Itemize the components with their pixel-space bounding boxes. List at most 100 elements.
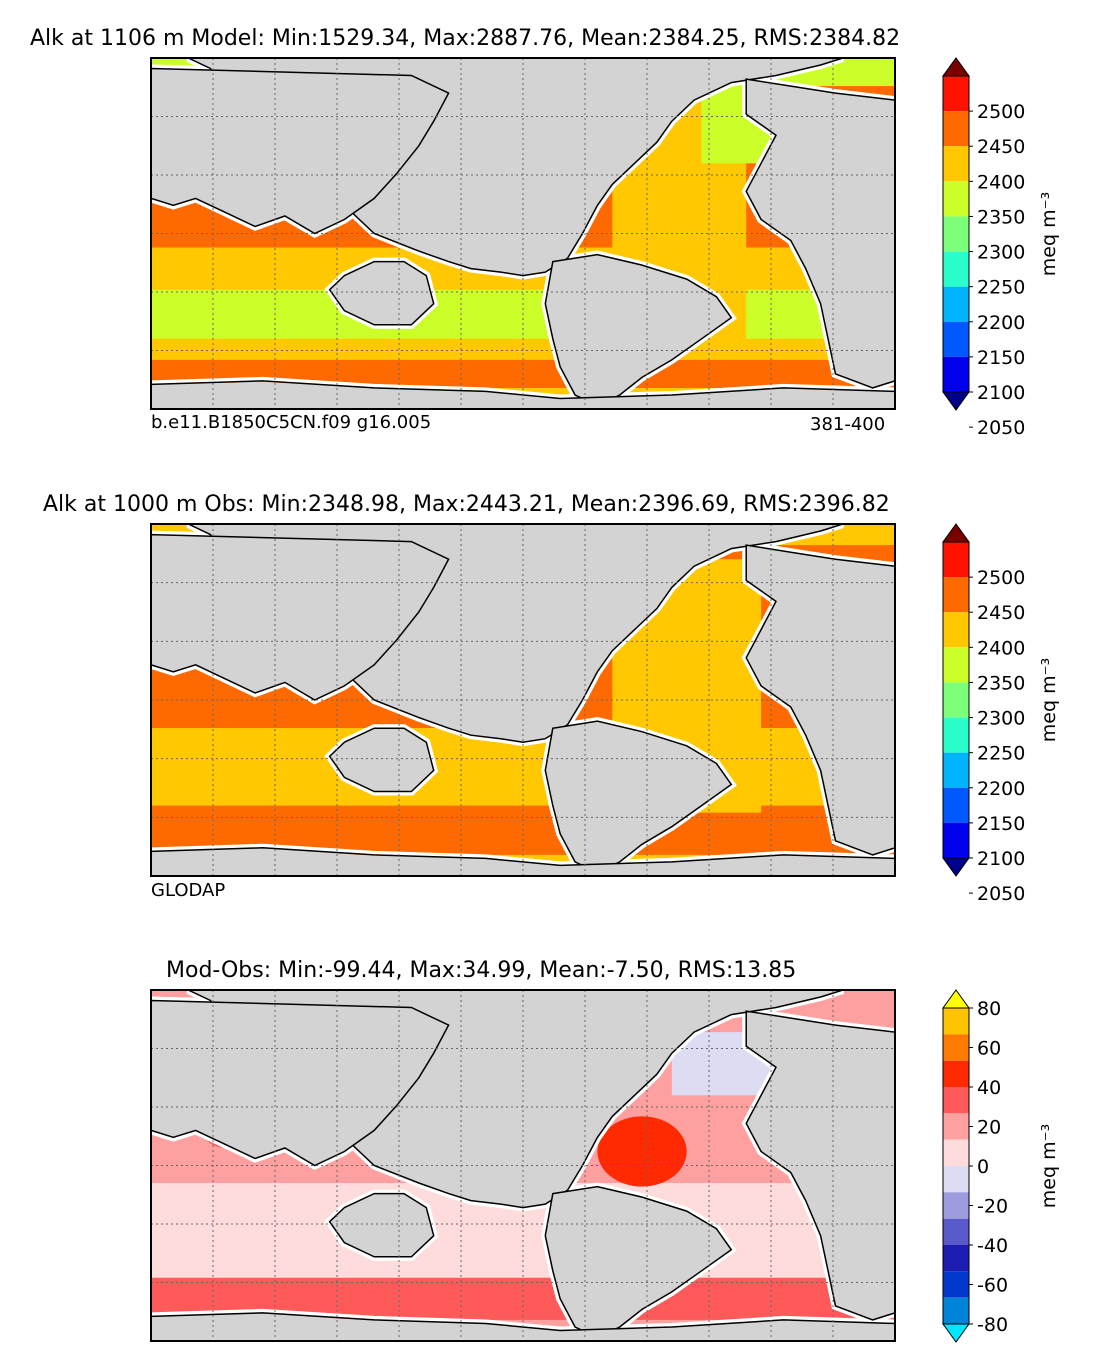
colorbar-swatch [943,1271,969,1298]
map-frame [150,57,896,410]
colorbar-min-arrow [942,391,970,411]
colorbar-tick-label: 2500 [977,101,1025,123]
colorbar-tick-label: 2050 [977,417,1025,439]
colorbar-tick-label: -60 [977,1275,1008,1297]
colorbar-swatch [943,822,969,858]
map-panel-2 [150,523,896,877]
colorbar-tick-label: 2250 [977,277,1025,299]
land-mass [745,1010,895,1321]
colorbar-tick-label: 2100 [977,382,1025,404]
colorbar-tick-label: 2500 [977,567,1025,589]
colorbar-tick-label: 2450 [977,136,1025,158]
colorbar-swatch [943,321,969,357]
colorbar-swatch [943,356,969,392]
colorbar-3: 80 60 40 20 0 -20 -40 -60 -80 meq m⁻³ [942,989,1060,1343]
colorbar-swatch [943,286,969,322]
colorbar-swatch [943,251,969,287]
colorbar-tick-label: 2350 [977,672,1025,694]
land-mass [151,67,450,235]
map-panel-1 [150,57,896,410]
colorbar-swatch [943,752,969,788]
map-frame [150,989,896,1342]
colorbar-tick-label: 2200 [977,312,1025,334]
map-frame [150,523,896,877]
colorbar-unit-label: meq m⁻³ [1038,1124,1060,1208]
colorbar-swatch [943,1297,969,1324]
panel2-title: Alk at 1000 m Obs: Min:2348.98, Max:2443… [43,492,890,517]
colorbar-tick-label: 2350 [977,206,1025,228]
land-mass [151,999,450,1167]
colorbar-tick-label: 0 [977,1156,989,1178]
colorbar-swatch [943,542,969,578]
land-mass [328,1192,435,1258]
panel1-years-label: 381-400 [810,414,886,435]
colorbar-swatch [943,1008,969,1035]
colorbar-swatch [943,577,969,613]
colorbar-swatch [943,1218,969,1245]
land-mass [328,727,435,793]
land-mass [151,533,450,701]
panel1-title: Alk at 1106 m Model: Min:1529.34, Max:28… [30,26,901,51]
colorbar-max-arrow [942,57,970,77]
colorbar-swatch [943,1034,969,1061]
colorbar-tick-label: 2250 [977,743,1025,765]
colorbar-swatch [943,1166,969,1193]
colorbar-tick-label: 2150 [977,813,1025,835]
colorbar-tick-label: 2450 [977,602,1025,624]
land-mass [745,78,895,389]
colorbar-tick-label: 2150 [977,347,1025,369]
eastern-pacific-patch [597,1116,687,1187]
colorbar-tick-label: 20 [977,1117,1001,1139]
map-panel-3 [150,989,896,1342]
colorbar-tick-label: 2300 [977,708,1025,730]
colorbar-tick-label: 2400 [977,637,1025,659]
colorbar-min-arrow [942,857,970,877]
colorbar-swatch [943,647,969,683]
colorbar-tick-label: 60 [977,1038,1001,1060]
colorbar-min-arrow [942,1323,970,1343]
land-mass [328,260,435,326]
colorbar-swatch [943,1113,969,1140]
colorbar-tick-label: -20 [977,1196,1008,1218]
land-mass [151,1312,895,1341]
panel2-source-label: GLODAP [151,880,226,901]
colorbar-unit-label: meq m⁻³ [1038,658,1060,742]
colorbar-swatch [943,111,969,147]
map-gridlines [151,58,895,409]
colorbar-swatch [943,1245,969,1272]
colorbar-swatch [943,1139,969,1166]
colorbar-tick-label: 2200 [977,778,1025,800]
colorbar-2: 2500 2450 2400 2350 2300 2250 2200 2150 2100 2050… [942,523,1060,905]
colorbar-tick-label: 2300 [977,242,1025,264]
colorbar-frame [942,541,970,859]
colorbar-swatch [943,787,969,823]
land-mass [745,544,895,856]
colorbar-swatch [943,181,969,217]
panel1-case-label: b.e11.B1850C5CN.f09 g16.005 [151,412,432,433]
colorbar-swatch [943,682,969,718]
colorbar-tick-label: 80 [977,998,1001,1020]
colorbar-max-arrow [942,989,970,1009]
colorbar-swatch [943,216,969,252]
map-gridlines [151,524,895,876]
colorbar-frame [942,75,970,393]
panel3-title: Mod-Obs: Min:-99.44, Max:34.99, Mean:-7.… [166,958,797,983]
colorbar-swatch [943,717,969,753]
colorbar-tick-label: -80 [977,1314,1008,1336]
colorbar-swatch [943,612,969,648]
colorbar-swatch [943,1087,969,1114]
colorbar-swatch [943,1060,969,1087]
colorbar-1: 2500 2450 2400 2350 2300 2250 2200 2150 2100 2050… [942,57,1060,439]
colorbar-tick-label: 40 [977,1077,1001,1099]
colorbar-max-arrow [942,523,970,543]
colorbar-tick-label: -40 [977,1235,1008,1257]
colorbar-tick-label: 2100 [977,848,1025,870]
colorbar-tick-label: 2400 [977,171,1025,193]
map-gridlines [151,990,895,1341]
colorbar-swatch [943,146,969,182]
colorbar-tick-label: 2050 [977,883,1025,905]
colorbar-swatch [943,76,969,112]
colorbar-swatch [943,1192,969,1219]
colorbar-unit-label: meq m⁻³ [1038,192,1060,276]
